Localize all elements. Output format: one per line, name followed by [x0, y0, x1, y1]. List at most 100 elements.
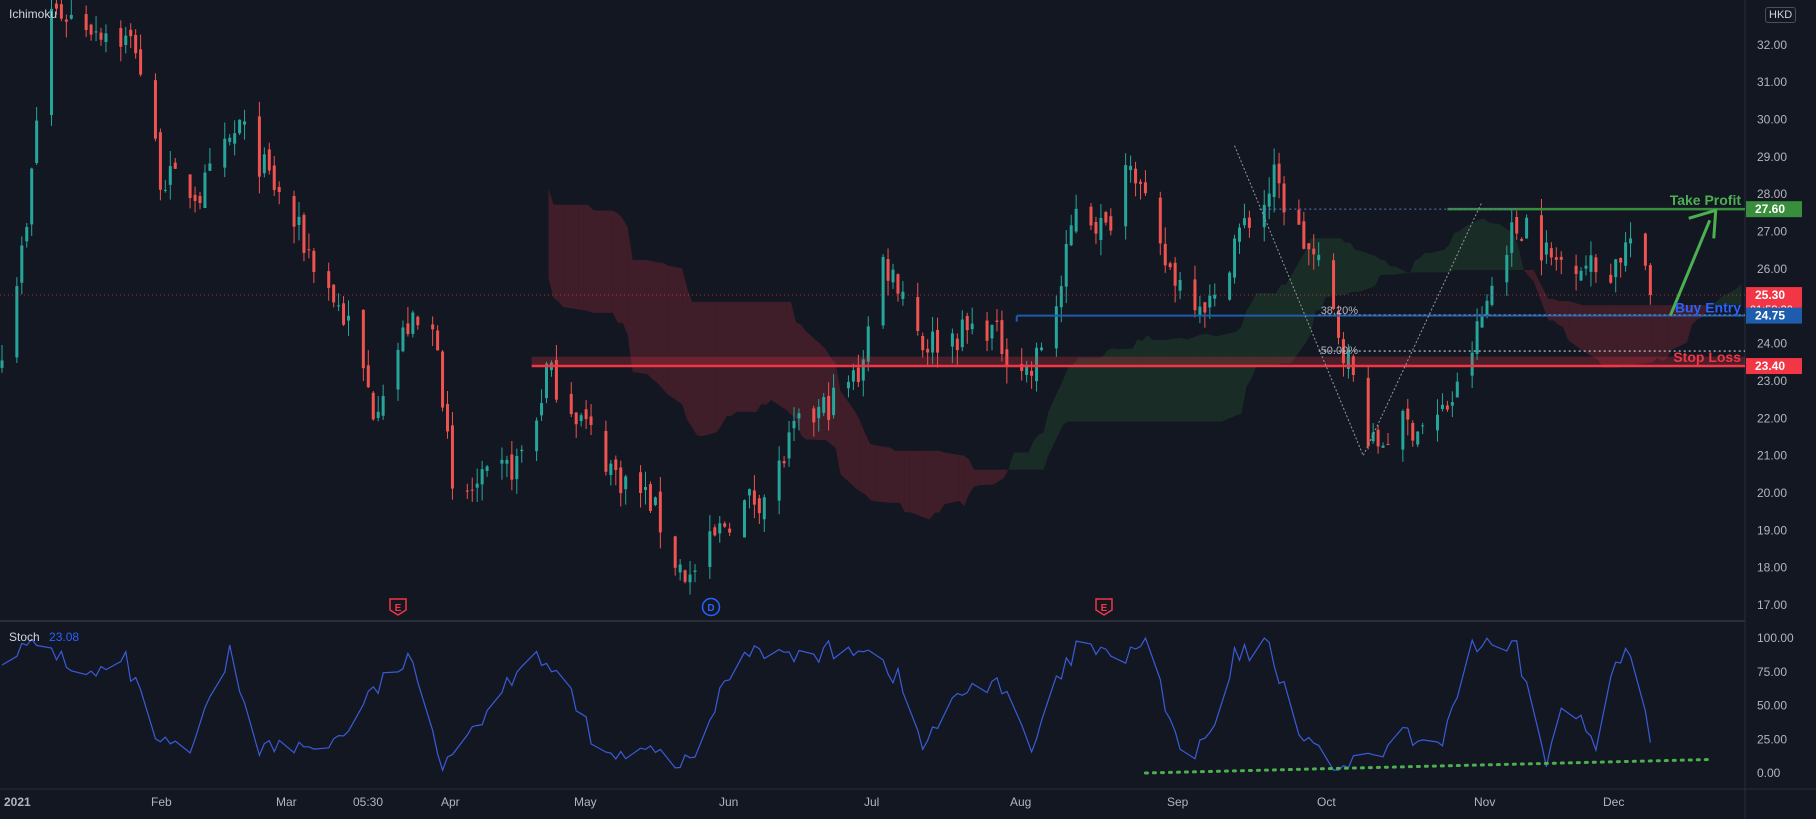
cloud-segment — [909, 450, 925, 518]
time-tick-label: Jun — [719, 795, 738, 809]
cloud-segment — [1479, 218, 1485, 270]
candle-body — [554, 360, 558, 400]
time-tick-label: Dec — [1603, 795, 1624, 809]
cloud-segment — [1003, 468, 1009, 479]
candle-body — [396, 349, 400, 390]
candle-body — [886, 259, 890, 281]
cloud-segment — [1251, 293, 1257, 379]
marker-letter: E — [1101, 603, 1108, 614]
candle-body — [465, 490, 469, 492]
candle-body — [688, 574, 692, 583]
candle-body — [1099, 217, 1103, 241]
candle-body — [817, 406, 821, 419]
candle-body — [1579, 270, 1583, 281]
candle-body — [1337, 310, 1340, 338]
cloud-segment — [840, 390, 856, 488]
cloud-segment — [1137, 339, 1143, 422]
cloud-segment — [1419, 253, 1425, 273]
candle-body — [54, 3, 58, 9]
candle-body — [693, 570, 697, 572]
candle-body — [332, 284, 336, 303]
candle-body — [708, 531, 712, 568]
candle-body — [416, 316, 420, 326]
candle-body — [134, 34, 138, 54]
cloud-segment — [1276, 284, 1282, 367]
cloud-segment — [1424, 253, 1430, 273]
cloud-segment — [1518, 247, 1524, 270]
candle-body — [1386, 444, 1390, 446]
candle-body — [361, 309, 365, 369]
candle-body — [520, 449, 524, 452]
ichimoku-legend[interactable]: Ichimoku — [9, 7, 57, 21]
price-badge[interactable] — [1746, 201, 1802, 218]
candle-body — [168, 166, 172, 185]
cloud-segment — [583, 204, 589, 312]
time-tick-label: 2021 — [4, 795, 31, 809]
candle-body — [1059, 286, 1063, 308]
cloud-segment — [1597, 305, 1603, 368]
candle-body — [1168, 263, 1172, 268]
price-badge[interactable] — [1746, 358, 1802, 375]
cloud-segment — [939, 450, 945, 513]
price-tick-label: 27.00 — [1757, 225, 1787, 239]
projection-arrow-line — [1668, 219, 1712, 317]
candle-body — [931, 331, 935, 353]
cloud-segment — [1048, 379, 1064, 456]
cloud-segment — [875, 445, 891, 503]
candle-body — [916, 296, 920, 332]
stoch-pane: 0.00 25.00 50.00 75.00 100.00 — [1, 631, 1794, 780]
time-tick-label: 05:30 — [353, 795, 383, 809]
candle-body — [297, 216, 301, 225]
cloud-segment — [627, 227, 633, 372]
candle-body — [658, 491, 662, 533]
earnings-marker[interactable]: E — [1095, 598, 1113, 616]
marker-letter: E — [395, 603, 402, 614]
cloud-segment — [1083, 357, 1098, 422]
cloud-segment — [682, 268, 688, 420]
candle-body — [1510, 222, 1514, 253]
candle-body — [1505, 255, 1509, 283]
cloud-segment — [860, 421, 866, 495]
cloud-segment — [998, 469, 1004, 482]
candle-body — [15, 286, 19, 358]
ichimoku-label: Ichimoku — [9, 7, 58, 21]
candle-body — [347, 315, 350, 321]
cloud-segment — [1345, 242, 1351, 295]
marker-letter: D — [707, 603, 714, 614]
candle-body — [1005, 349, 1009, 368]
candle-body — [1445, 405, 1449, 410]
cloud-segment — [820, 344, 826, 441]
earnings-marker[interactable]: E — [389, 598, 407, 616]
candle-body — [223, 138, 227, 168]
candle-body — [1277, 163, 1281, 184]
candle-body — [272, 165, 276, 190]
candle-body — [579, 415, 583, 421]
candle-body — [69, 14, 73, 19]
cloud-segment — [1211, 335, 1217, 422]
candle-body — [728, 528, 732, 533]
annotation-buy-entry[interactable]: Buy Entry — [1675, 300, 1741, 316]
candle-body — [1054, 306, 1058, 349]
candle-body — [960, 319, 964, 348]
candle-body — [1470, 352, 1474, 376]
candle-body — [718, 523, 722, 534]
candle-body — [1594, 257, 1598, 273]
candle-body — [1025, 364, 1029, 375]
price-tick-label: 31.00 — [1757, 75, 1787, 89]
cloud-segment — [791, 301, 796, 420]
candle-body — [1109, 216, 1113, 231]
cloud-segment — [622, 218, 628, 336]
currency-badge[interactable]: HKD — [1765, 7, 1797, 23]
annotation-take-profit[interactable]: Take Profit — [1670, 192, 1742, 208]
candle-body — [1515, 217, 1519, 234]
price-badge[interactable] — [1746, 307, 1802, 324]
dividend-marker[interactable]: D — [701, 597, 721, 617]
candle-body — [119, 28, 123, 47]
stoch-legend[interactable]: Stoch 23.08 — [9, 630, 79, 644]
annotation-stop-loss[interactable]: Stop Loss — [1673, 349, 1741, 365]
candle-body — [1143, 182, 1147, 194]
cloud-segment — [1617, 305, 1623, 368]
stoch-value: 23.08 — [49, 630, 80, 644]
candle-body — [1332, 260, 1336, 309]
